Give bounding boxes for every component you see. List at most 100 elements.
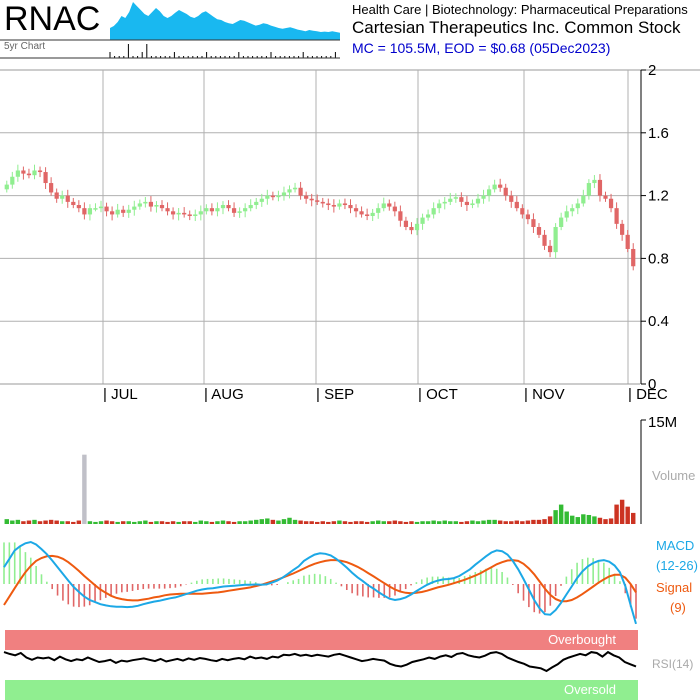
volume-bar: [353, 521, 359, 524]
candle-body: [137, 203, 142, 207]
candle-body: [498, 184, 503, 188]
volume-bar: [126, 521, 131, 524]
volume-bar: [193, 521, 198, 524]
volume-bar: [48, 519, 54, 524]
ticker-symbol: RNAC: [4, 0, 100, 38]
candle-body: [204, 208, 209, 212]
company-name: Cartesian Therapeutics Inc. Common Stock: [352, 18, 681, 37]
volume-bar: [237, 521, 242, 524]
candle-body: [143, 201, 148, 204]
volume-bar: [442, 520, 447, 524]
volume-bar: [93, 521, 98, 524]
candle-body: [620, 223, 625, 235]
candle-body: [182, 212, 187, 215]
candle-body: [448, 198, 453, 202]
candle-body: [49, 183, 54, 193]
candle-body: [381, 203, 386, 209]
candle-body: [4, 184, 9, 190]
volume-bar: [359, 521, 364, 524]
volume-bar: [21, 521, 26, 524]
candle-body: [597, 179, 603, 196]
volume-bar: [276, 520, 281, 524]
price-y-tick-label: 0.8: [648, 250, 669, 267]
candle-body: [215, 208, 220, 212]
candle-body: [442, 201, 447, 204]
candle-body: [93, 208, 98, 210]
candle-body: [159, 205, 165, 209]
candle-body: [243, 208, 248, 212]
candle-body: [625, 234, 630, 249]
candle-body: [298, 187, 303, 196]
candle-body: [32, 170, 37, 176]
candle-body: [121, 209, 126, 213]
volume-bar: [453, 521, 459, 524]
price-panel: 0 0.4 0.8 1.2 1.6 2 | JUL | AUG | SEP | OCT | NOV…: [0, 62, 700, 403]
volume-bar: [281, 519, 287, 524]
candle-body: [71, 201, 76, 206]
candle-body: [608, 198, 614, 209]
volume-bar: [420, 521, 425, 524]
candle-body: [265, 195, 270, 199]
volume-label: Volume: [652, 468, 695, 483]
volume-bar: [509, 521, 514, 524]
candle-body: [425, 214, 431, 218]
candle-body: [547, 245, 553, 253]
volume-bar: [409, 521, 414, 524]
candle-body: [403, 220, 409, 227]
candle-body: [348, 205, 353, 209]
candle-body: [60, 195, 65, 199]
volume-bar: [71, 521, 76, 524]
candle-body: [43, 172, 48, 184]
candle-body: [132, 206, 137, 210]
candle-body: [475, 198, 481, 204]
volume-bar: [115, 521, 120, 524]
overbought-label: Overbought: [548, 632, 616, 647]
candle-body: [525, 214, 531, 220]
volume-bar: [309, 521, 314, 524]
volume-bar: [464, 521, 470, 524]
volume-bar: [614, 504, 619, 524]
candle-body: [570, 208, 575, 212]
candle-body: [509, 195, 514, 202]
volume-bar: [165, 521, 170, 524]
volume-bar: [331, 521, 337, 524]
volume-bar: [459, 521, 464, 524]
volume-bar: [220, 520, 226, 524]
volume-bar: [364, 521, 370, 524]
candle-body: [209, 208, 215, 212]
x-tick-label: | JUL: [103, 386, 138, 403]
volume-bar: [520, 521, 525, 524]
x-tick-label: | DEC: [628, 386, 668, 403]
candle-body: [254, 201, 259, 206]
price-y-tick-label: 2: [648, 62, 656, 79]
volume-bar: [575, 517, 581, 524]
volume-bar: [292, 519, 298, 524]
candle-body: [337, 203, 342, 207]
volume-bar: [226, 521, 231, 524]
candle-body: [270, 195, 275, 198]
volume-bar: [392, 520, 398, 524]
volume-bar: [176, 521, 181, 524]
candle-body: [592, 179, 597, 184]
volume-bar: [536, 519, 542, 524]
volume-bar: [26, 520, 32, 524]
signal-legend-label: Signal: [656, 580, 692, 595]
candle-body: [309, 198, 314, 201]
candle-body: [492, 184, 497, 190]
candle-body: [304, 195, 309, 199]
volume-bar: [448, 521, 453, 524]
volume-bar: [564, 511, 569, 524]
volume-bar: [242, 521, 248, 524]
volume-bar: [514, 520, 520, 524]
volume-bar: [398, 521, 403, 524]
candle-body: [87, 208, 93, 215]
candle-body: [387, 203, 392, 207]
candle-body: [109, 211, 115, 215]
signal-legend-period: (9): [670, 600, 686, 615]
candle-body: [603, 195, 608, 199]
signal-line: [3, 554, 637, 606]
volume-bar: [298, 520, 303, 524]
volume-bar: [492, 519, 497, 524]
volume-bar: [59, 521, 65, 524]
candle-body: [259, 198, 264, 202]
